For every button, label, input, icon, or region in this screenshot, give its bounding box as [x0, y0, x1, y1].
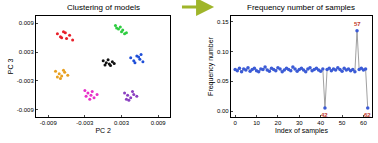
svg-text:Index of samples: Index of samples — [275, 127, 328, 135]
svg-text:Frequency number of samples: Frequency number of samples — [247, 3, 355, 12]
svg-text:30: 30 — [296, 120, 303, 126]
svg-text:50: 50 — [339, 120, 346, 126]
svg-text:Frequency number: Frequency number — [207, 36, 215, 95]
svg-text:20: 20 — [275, 120, 282, 126]
svg-text:10: 10 — [253, 120, 260, 126]
svg-text:-0.003: -0.003 — [17, 78, 35, 84]
svg-text:-0.009: -0.009 — [17, 107, 35, 113]
svg-text:40: 40 — [317, 120, 324, 126]
svg-text:0.009: 0.009 — [151, 120, 167, 126]
svg-text:PC 3: PC 3 — [7, 59, 14, 75]
svg-text:0.003: 0.003 — [19, 49, 35, 55]
svg-text:0.10: 0.10 — [217, 49, 229, 55]
svg-text:62: 62 — [364, 112, 371, 118]
svg-text:-0.003: -0.003 — [76, 120, 94, 126]
svg-text:PC 2: PC 2 — [95, 127, 111, 134]
svg-text:0.009: 0.009 — [19, 20, 35, 26]
svg-text:0: 0 — [233, 120, 237, 126]
svg-text:60: 60 — [360, 120, 367, 126]
svg-text:57: 57 — [354, 21, 361, 27]
svg-text:-0.009: -0.009 — [40, 120, 58, 126]
svg-text:42: 42 — [321, 112, 328, 118]
svg-text:Clustering of models: Clustering of models — [67, 3, 140, 12]
svg-text:0.05: 0.05 — [217, 78, 229, 84]
svg-text:0.15: 0.15 — [217, 19, 229, 25]
svg-text:0.00: 0.00 — [217, 108, 229, 114]
svg-text:0.003: 0.003 — [114, 120, 130, 126]
